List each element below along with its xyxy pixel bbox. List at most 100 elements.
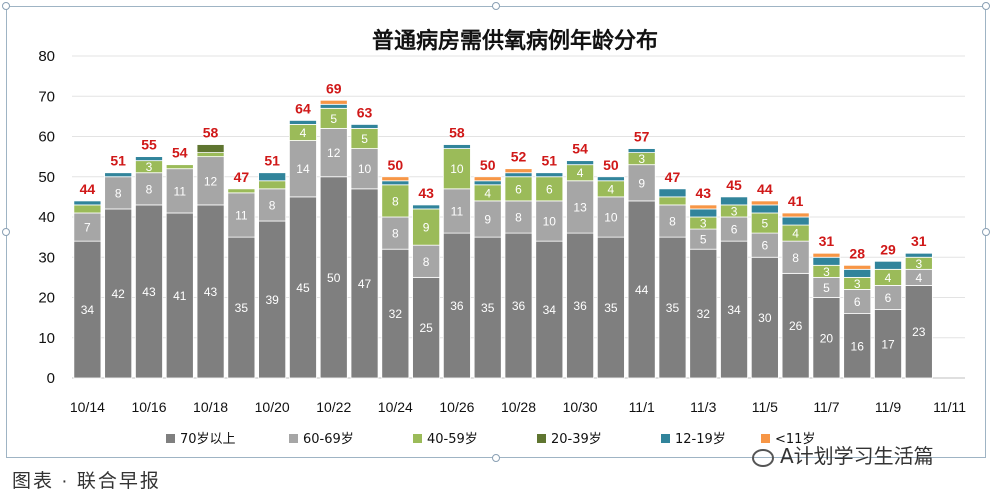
data-label: 32 <box>697 307 711 321</box>
bar-stack: 30 6 5 44 <box>750 181 779 379</box>
total-label: 50 <box>388 157 404 173</box>
data-label: 12 <box>327 146 341 160</box>
bar-segment <box>781 212 810 218</box>
bar-segment <box>874 309 902 379</box>
bar-segment <box>504 176 533 202</box>
data-label: 8 <box>423 255 430 269</box>
x-tick-label: 10/18 <box>193 399 228 415</box>
bar-segment <box>812 252 841 258</box>
bar-segment <box>288 140 317 198</box>
bar-segment <box>412 208 441 246</box>
data-label: 5 <box>700 233 707 247</box>
bar-segment <box>720 240 749 379</box>
bar-segment <box>165 168 194 214</box>
bar-segment <box>843 264 872 270</box>
data-label: 35 <box>666 301 680 315</box>
data-label: 7 <box>84 221 91 235</box>
x-tick-label: 11/9 <box>875 399 901 415</box>
total-label: 44 <box>80 181 96 197</box>
wechat-icon <box>752 448 774 467</box>
bar-stack: 34 10 6 51 <box>535 153 564 379</box>
bar-stack: 42 8 51 <box>104 153 133 379</box>
bar-stack: 39 8 51 <box>258 153 287 379</box>
total-label: 55 <box>141 137 157 153</box>
y-tick-label: 0 <box>47 370 55 387</box>
resize-handle-top-left[interactable] <box>2 2 10 10</box>
resize-handle-middle-right[interactable] <box>982 228 990 236</box>
total-label: 64 <box>295 100 311 116</box>
bar-stack: 35 8 47 <box>658 169 687 379</box>
x-axis: 10/14 10/16 10/18 10/20 10/22 10/24 10/26 10/28… <box>70 399 966 415</box>
data-label: 4 <box>577 166 584 180</box>
watermark: A计划学习生活篇 <box>752 440 934 469</box>
bar-segment <box>288 120 317 125</box>
bar-segment <box>381 248 410 379</box>
total-label: 52 <box>511 149 527 165</box>
data-label: 41 <box>173 289 187 303</box>
bar-stack: 44 9 3 57 <box>627 129 656 379</box>
bar-segment <box>319 176 348 379</box>
bar-segment <box>288 196 317 379</box>
bar-segment <box>227 192 256 238</box>
total-label: 45 <box>726 177 742 193</box>
data-label: 4 <box>792 227 799 241</box>
x-tick-label: 11/3 <box>690 399 716 415</box>
data-label: 4 <box>484 186 491 200</box>
data-label: 8 <box>515 211 522 225</box>
resize-handle-middle-left[interactable] <box>2 228 10 236</box>
bar-segment <box>473 176 502 182</box>
data-label: 11 <box>451 204 464 218</box>
data-label: 11 <box>235 208 248 222</box>
bar-segment <box>412 204 441 210</box>
y-tick-label: 50 <box>38 169 55 186</box>
bar-segment <box>104 208 133 379</box>
bar-segment <box>319 128 348 178</box>
data-label: 8 <box>392 227 399 241</box>
data-label: 36 <box>450 299 464 313</box>
bar-segment <box>596 176 625 182</box>
resize-handle-top-middle[interactable] <box>492 2 500 10</box>
bar-stack: 36 8 6 52 <box>504 149 533 379</box>
bar-segment <box>73 240 102 379</box>
bar-segment <box>812 297 841 379</box>
bar-segment <box>874 285 902 310</box>
bar-segment <box>904 285 933 379</box>
legend-swatch <box>537 434 546 443</box>
data-label: 6 <box>731 223 738 237</box>
bar-segment <box>473 180 502 186</box>
data-label: 25 <box>419 321 433 335</box>
total-label: 44 <box>757 181 773 197</box>
legend: 70岁以上 60-69岁 40-59岁 20-39岁 12-19岁 <11岁 <box>166 432 815 447</box>
bar-segment <box>104 176 133 210</box>
bar-segment <box>566 160 595 166</box>
legend-label: 20-39岁 <box>551 432 602 447</box>
data-label: 8 <box>115 186 122 200</box>
bar-segment <box>658 188 687 198</box>
bar-stack: 32 8 8 50 <box>381 157 410 379</box>
resize-handle-top-right[interactable] <box>982 2 990 10</box>
bar-stack: 41 11 54 <box>165 145 194 379</box>
bar-segment <box>504 172 533 178</box>
data-label: 9 <box>638 176 645 190</box>
source-caption: 图表 · 联合早报 <box>12 471 161 492</box>
data-label: 43 <box>142 285 156 299</box>
data-label: 11 <box>174 184 187 198</box>
data-label: 5 <box>361 132 368 146</box>
bar-stack: 36 11 10 58 <box>442 125 471 379</box>
resize-handle-bottom-middle[interactable] <box>492 454 500 462</box>
bar-segment <box>843 268 872 278</box>
bar-segment <box>812 256 841 266</box>
data-label: 20 <box>820 331 834 345</box>
data-label: 3 <box>146 160 153 174</box>
data-label: 6 <box>854 295 861 309</box>
bar-segment <box>658 236 687 379</box>
data-label: 35 <box>604 301 618 315</box>
bar-stack: 35 10 4 50 <box>596 157 625 379</box>
bar-stack: 35 9 4 50 <box>473 157 502 379</box>
data-label: 44 <box>635 283 649 297</box>
data-label: 3 <box>823 265 830 279</box>
bar-stack: 16 6 3 28 <box>843 245 872 379</box>
total-label: 31 <box>819 233 835 249</box>
total-label: 54 <box>572 141 588 157</box>
data-label: 4 <box>885 271 892 285</box>
